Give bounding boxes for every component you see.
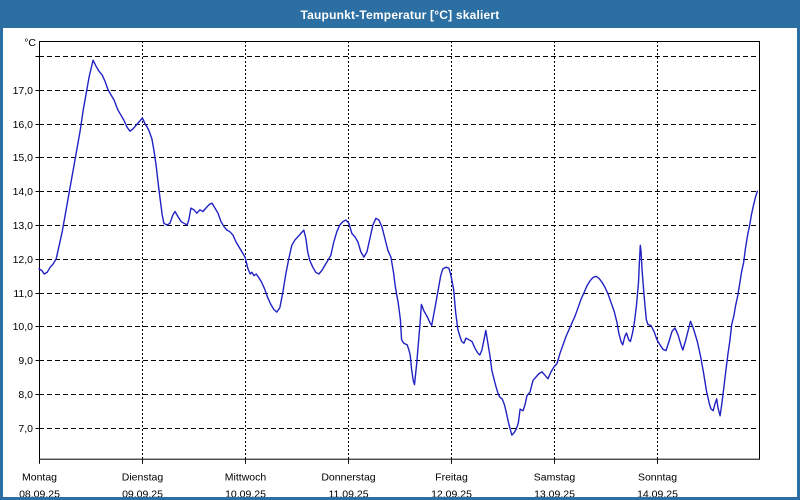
y-tick-label: 15,0 (13, 152, 34, 164)
x-date-label: 09.09.25 (122, 489, 163, 497)
x-date-label: 13.09.25 (534, 489, 575, 497)
x-day-label: Samstag (534, 472, 576, 484)
y-tick-label: 10,0 (13, 321, 34, 333)
x-day-label: Mittwoch (225, 472, 267, 484)
x-date-label: 14.09.25 (637, 489, 678, 497)
x-date-label: 12.09.25 (431, 489, 472, 497)
y-tick-label: 17,0 (13, 85, 34, 97)
y-tick-label: 7,0 (18, 423, 33, 435)
window-title: Taupunkt-Temperatur [°C] skaliert (300, 8, 500, 22)
y-tick-label: 11,0 (13, 288, 33, 300)
y-tick-label: 16,0 (13, 119, 34, 131)
axis-frame (39, 41, 760, 460)
dewpoint-line (38, 59, 759, 436)
y-tick-label: 14,0 (13, 186, 34, 198)
x-day-label: Freitag (435, 472, 468, 484)
x-day-label: Sonntag (638, 472, 677, 484)
x-day-label: Donnerstag (321, 472, 375, 484)
chart-panel: 7,0 8,0 9,0 10,0 11,0 12,0 13,0 14,0 15,0 16,0 17,… (3, 28, 797, 497)
y-tick-label: 8,0 (18, 389, 33, 401)
y-axis-unit-label: °C (24, 37, 36, 49)
dewpoint-chart: 7,0 8,0 9,0 10,0 11,0 12,0 13,0 14,0 15,0 16,0 17,… (13, 37, 760, 497)
x-date-label: 08.09.25 (19, 489, 60, 497)
y-tick-label: 9,0 (18, 355, 33, 367)
x-day-label: Dienstag (122, 472, 164, 484)
y-tick-label: 12,0 (13, 254, 34, 266)
title-bar: Taupunkt-Temperatur [°C] skaliert (3, 3, 797, 28)
x-day-label: Montag (22, 472, 57, 484)
x-date-label: 10.09.25 (225, 489, 266, 497)
y-tick-label: 13,0 (13, 220, 34, 232)
x-date-label: 11.09.25 (328, 489, 368, 497)
